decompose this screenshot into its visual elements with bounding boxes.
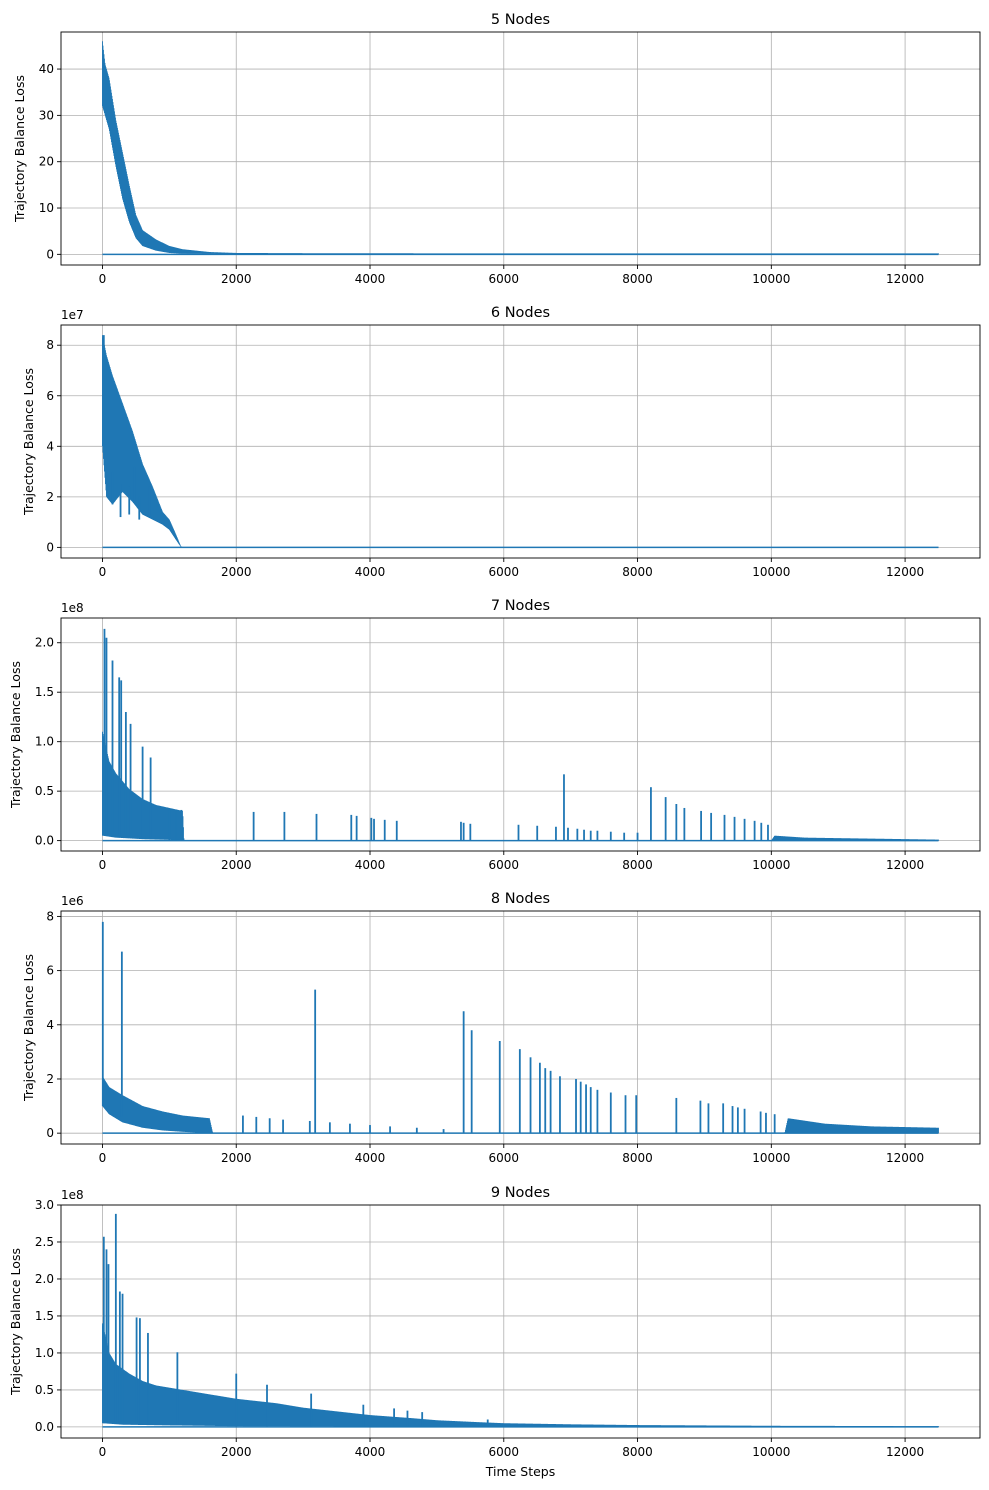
x-tick-label: 2000 — [221, 1151, 252, 1165]
x-tick-label: 0 — [99, 1151, 107, 1165]
axes-frame — [60, 910, 981, 1145]
chart-title: 7 Nodes — [491, 598, 550, 614]
y-offset-label: 1e8 — [61, 1188, 84, 1202]
y-axis-label: Trajectory Balance Loss — [12, 75, 27, 223]
y-tick-label: 3.0 — [35, 1198, 54, 1212]
y-tick-label: 2 — [46, 490, 54, 504]
x-tick-label: 6000 — [489, 565, 520, 579]
x-tick-label: 10000 — [752, 858, 790, 872]
y-offset-label: 1e6 — [61, 894, 84, 908]
x-tick-label: 2000 — [221, 272, 252, 286]
series-loss — [102, 335, 939, 549]
y-tick-label: 1.0 — [35, 735, 54, 749]
y-tick-label: 8 — [46, 338, 54, 352]
series-loss — [102, 41, 939, 256]
x-tick-label: 8000 — [622, 858, 653, 872]
chart-title: 8 Nodes — [491, 891, 550, 907]
loss-envelope — [102, 731, 939, 841]
x-tick-label: 10000 — [752, 1151, 790, 1165]
x-tick-label: 10000 — [752, 272, 790, 286]
y-tick-label: 0.5 — [35, 784, 54, 798]
y-tick-label: 4 — [46, 439, 54, 453]
x-tick-label: 8000 — [622, 565, 653, 579]
y-offset-label: 1e8 — [61, 601, 84, 615]
y-tick-label: 2 — [46, 1072, 54, 1086]
x-tick-label: 6000 — [489, 858, 520, 872]
x-tick-label: 6000 — [489, 1445, 520, 1459]
x-tick-label: 4000 — [355, 1151, 386, 1165]
x-tick-label: 10000 — [752, 565, 790, 579]
series-loss — [102, 628, 939, 842]
y-tick-label: 8 — [46, 909, 54, 923]
x-tick-label: 12000 — [886, 565, 924, 579]
x-tick-label: 12000 — [886, 858, 924, 872]
y-tick-label: 0 — [46, 247, 54, 261]
axes-frame — [60, 617, 981, 852]
y-tick-label: 0 — [46, 540, 54, 554]
x-tick-label: 0 — [99, 272, 107, 286]
x-tick-label: 8000 — [622, 1151, 653, 1165]
y-tick-label: 10 — [39, 201, 54, 215]
panel-5-nodes: 0 2000 4000 6000 8000 10000 12000 0 10 20 30 40 5 No… — [12, 12, 981, 286]
panel-9-nodes: 0 2000 4000 6000 8000 10000 12000 0.0 0.5 1.0 1.5 2… — [8, 1185, 981, 1479]
x-tick-label: 12000 — [886, 1151, 924, 1165]
series-loss — [101, 921, 939, 1134]
panel-6-nodes: 0 2000 4000 6000 8000 10000 12000 0 2 4 6 8 1e7 6 Nod… — [21, 305, 981, 579]
y-tick-label: 0.0 — [35, 834, 54, 848]
x-tick-label: 0 — [99, 565, 107, 579]
y-axis-label: Trajectory Balance Loss — [21, 954, 36, 1102]
y-tick-label: 2.0 — [35, 1272, 54, 1286]
y-tick-label: 1.5 — [35, 1309, 54, 1323]
loss-envelope — [102, 335, 183, 548]
panel-8-nodes: 0 2000 4000 6000 8000 10000 12000 0 2 4 6 8 1e6 8 Nod… — [21, 891, 981, 1165]
y-tick-label: 6 — [46, 964, 54, 978]
chart-title: 9 Nodes — [491, 1185, 550, 1201]
x-tick-label: 4000 — [355, 1445, 386, 1459]
x-tick-label: 4000 — [355, 565, 386, 579]
x-tick-label: 2000 — [221, 858, 252, 872]
x-tick-label: 2000 — [221, 1445, 252, 1459]
loss-envelope — [102, 1323, 939, 1427]
loss-envelope — [102, 41, 939, 255]
y-tick-label: 0.5 — [35, 1383, 54, 1397]
y-axis-label: Trajectory Balance Loss — [21, 368, 36, 516]
y-tick-label: 30 — [39, 108, 54, 122]
y-tick-label: 4 — [46, 1018, 54, 1032]
axes-frame — [60, 1204, 981, 1439]
y-tick-label: 1.5 — [35, 685, 54, 699]
y-tick-label: 2.5 — [35, 1235, 54, 1249]
y-axis-label: Trajectory Balance Loss — [8, 1248, 23, 1396]
x-tick-label: 6000 — [489, 1151, 520, 1165]
x-tick-label: 2000 — [221, 565, 252, 579]
chart-title: 5 Nodes — [491, 12, 550, 28]
y-tick-label: 6 — [46, 389, 54, 403]
chart-title: 6 Nodes — [491, 305, 550, 321]
y-offset-label: 1e7 — [61, 308, 84, 322]
y-tick-label: 20 — [39, 155, 54, 169]
x-tick-label: 12000 — [886, 1445, 924, 1459]
y-tick-label: 40 — [39, 62, 54, 76]
axes-frame — [60, 31, 981, 266]
x-tick-label: 12000 — [886, 272, 924, 286]
x-tick-label: 0 — [99, 1445, 107, 1459]
y-tick-label: 2.0 — [35, 636, 54, 650]
x-tick-label: 0 — [99, 858, 107, 872]
series-loss — [102, 1213, 939, 1428]
x-tick-label: 4000 — [355, 858, 386, 872]
x-tick-label: 10000 — [752, 1445, 790, 1459]
x-tick-label: 6000 — [489, 272, 520, 286]
y-tick-label: 0.0 — [35, 1420, 54, 1434]
axes-frame — [60, 324, 981, 559]
panel-7-nodes: 0 2000 4000 6000 8000 10000 12000 0.0 0.5 1.0 1.5 2… — [8, 598, 981, 872]
x-axis-label: Time Steps — [485, 1464, 556, 1479]
y-tick-label: 0 — [46, 1126, 54, 1140]
y-axis-label: Trajectory Balance Loss — [8, 661, 23, 809]
x-tick-label: 8000 — [622, 272, 653, 286]
y-tick-label: 1.0 — [35, 1346, 54, 1360]
x-tick-label: 4000 — [355, 272, 386, 286]
x-tick-label: 8000 — [622, 1445, 653, 1459]
